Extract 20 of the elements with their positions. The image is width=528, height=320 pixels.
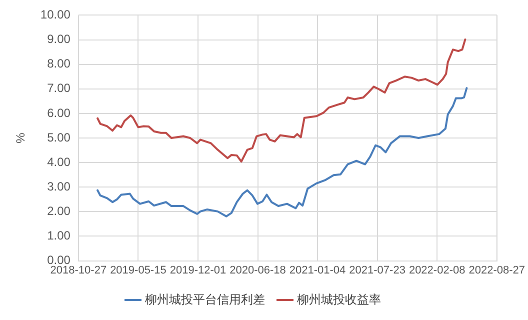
- y-tick-label: 8.00: [47, 56, 71, 71]
- x-tick-label: 2020-06-18: [230, 264, 286, 276]
- y-tick-label: 6.00: [47, 106, 71, 120]
- y-tick-label: 2.00: [47, 204, 71, 218]
- x-tick-label: 2021-01-04: [289, 264, 346, 276]
- legend-label: 柳州城投收益率: [297, 292, 381, 306]
- x-tick-label: 2022-02-08: [408, 264, 466, 276]
- x-tick-label: 2021-07-23: [349, 264, 406, 276]
- x-tick-label: 2019-12-01: [170, 264, 226, 276]
- y-tick-label: 9.00: [47, 32, 71, 46]
- x-tick-label: 2019-05-15: [110, 264, 166, 276]
- y-tick-label: 1.00: [47, 228, 71, 243]
- y-tick-label: 10.00: [40, 8, 71, 22]
- x-tick-label: 2022-08-27: [468, 264, 526, 276]
- legend-label: 柳州城投平台信用利差: [145, 292, 265, 306]
- y-tick-label: 5.00: [47, 130, 71, 144]
- y-tick-label: 3.00: [47, 179, 71, 194]
- y-axis-title: %: [14, 132, 28, 144]
- y-tick-label: 4.00: [47, 154, 71, 169]
- y-tick-label: 7.00: [47, 81, 71, 96]
